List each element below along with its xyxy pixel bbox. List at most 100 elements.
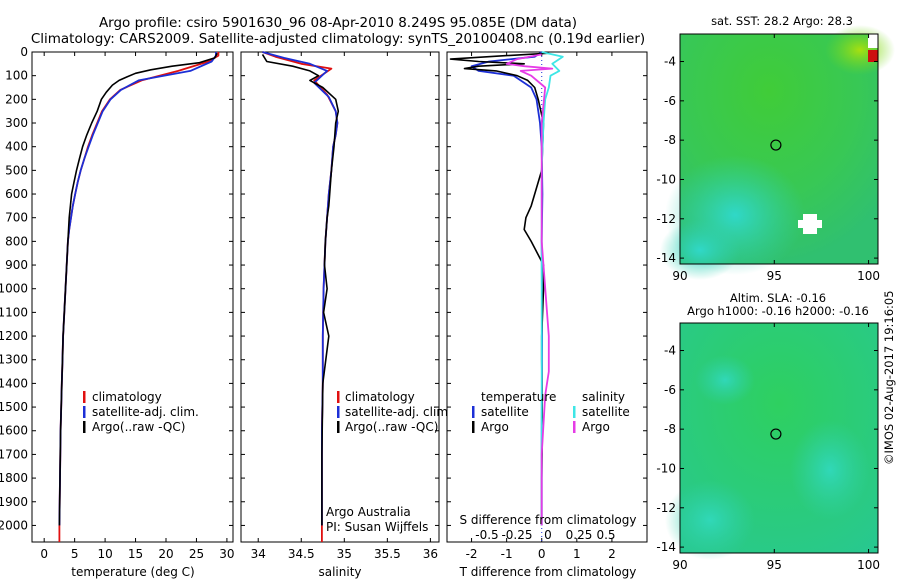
legend-climatology: climatology	[92, 390, 162, 404]
x-tick-label: -1	[501, 547, 513, 561]
depth-tick-label: 1800	[0, 471, 28, 485]
sst-map-panel: sat. SST: 28.2 Argo: 28.3 -4 -6 -8 -10 -12 -1…	[656, 14, 895, 283]
s-tick-label: 0.25	[566, 528, 593, 542]
legend-satellite-swatch	[83, 406, 86, 418]
sst-hot-spot	[868, 50, 878, 62]
figure-title-line1: Argo profile: csiro 5901630_96 08-Apr-20…	[99, 15, 577, 31]
temperature-panel: 0100200300400500600700800900100011001200…	[0, 45, 235, 579]
depth-tick-label: 900	[5, 258, 28, 272]
depth-tick-label: 1300	[0, 353, 28, 367]
lat-tick-label: -14	[656, 540, 676, 554]
legend-climatology-swatch	[337, 391, 340, 403]
depth-tick-label: 500	[5, 163, 28, 177]
x-tick-label: 35.5	[374, 547, 401, 561]
depth-tick-label: 100	[5, 69, 28, 83]
sst-map-title: sat. SST: 28.2 Argo: 28.3	[711, 14, 853, 28]
legend-t-satellite-swatch	[472, 406, 475, 418]
s-tick-label: 0.5	[596, 528, 615, 542]
s-difference-ticklabels: -0.5 -0.25 0 0.25 0.5	[475, 528, 615, 542]
legend-argo: Argo(..raw -QC)	[92, 420, 185, 434]
legend-s-argo-swatch	[573, 421, 576, 433]
x-tick-label: 0	[40, 547, 48, 561]
depth-tick-label: 600	[5, 187, 28, 201]
x-tick-label: 36	[423, 547, 438, 561]
x-tick-label: 15	[128, 547, 143, 561]
depth-tick-label: 1100	[0, 305, 28, 319]
lat-tick-label: -12	[656, 212, 676, 226]
depth-tick-label: 0	[20, 45, 28, 59]
lon-tick-label: 100	[857, 558, 880, 572]
depth-tick-label: 1900	[0, 495, 28, 509]
temperature-plot-area	[31, 51, 234, 543]
x-tick-label: -2	[466, 547, 478, 561]
sla-region	[695, 355, 755, 405]
depth-tick-label: 300	[5, 116, 28, 130]
x-tick-label: 5	[71, 547, 79, 561]
x-tick-label: 35	[337, 547, 352, 561]
s-tick-label: -0.5	[475, 528, 498, 542]
difference-legend: temperature salinity satellite Argo sate…	[472, 390, 630, 434]
difference-plot-area	[446, 51, 648, 543]
sst-map-frame	[679, 33, 879, 265]
sla-map-frame	[679, 322, 879, 554]
depth-tick-label: 200	[5, 92, 28, 106]
lat-tick-label: -4	[664, 55, 676, 69]
difference-panel: -2 -1 0 1 2 S difference from climatology -0…	[446, 51, 648, 579]
lat-tick-label: -8	[664, 133, 676, 147]
sla-region	[790, 420, 870, 520]
legend-t-argo: Argo	[481, 420, 509, 434]
s-tick-label: -0.25	[501, 528, 532, 542]
annotation-pi: PI: Susan Wijffels	[326, 520, 428, 534]
salinity-plot-area	[240, 51, 440, 543]
legend-satellite-swatch	[337, 406, 340, 418]
lon-tick-label: 90	[672, 558, 687, 572]
x-tick-label: 30	[219, 547, 234, 561]
lat-tick-label: -8	[664, 422, 676, 436]
legend-salinity-title: salinity	[582, 390, 625, 404]
salinity-x-axis: 34 34.5 35 35.5 36	[251, 52, 438, 561]
depth-tick-label: 1700	[0, 447, 28, 461]
x-tick-label: 34	[251, 547, 266, 561]
lat-tick-label: -6	[664, 383, 676, 397]
depth-tick-label: 1500	[0, 400, 28, 414]
argo-position-marker	[770, 139, 782, 151]
figure-title-line2: Climatology: CARS2009. Satellite-adjuste…	[31, 31, 645, 47]
t-difference-x-axis: -2 -1 0 1 2	[466, 52, 616, 561]
sla-map-panel: Altim. SLA: -0.16 Argo h1000: -0.16 h200…	[656, 291, 880, 572]
depth-tick-label: 1000	[0, 282, 28, 296]
sst-warm-region	[825, 25, 895, 75]
salinity-xlabel: salinity	[318, 565, 361, 579]
annotation-argo-australia: Argo Australia	[326, 505, 411, 519]
series-salinity-satellite	[540, 51, 564, 526]
t-difference-xlabel: T difference from climatology	[459, 565, 637, 579]
depth-tick-label: 700	[5, 211, 28, 225]
lon-tick-label: 95	[767, 558, 782, 572]
salinity-legend: climatology satellite-adj. clim. Argo(..…	[337, 390, 452, 434]
x-tick-label: 0	[538, 547, 546, 561]
x-tick-label: 25	[189, 547, 204, 561]
lon-tick-label: 100	[857, 269, 880, 283]
series-argo-raw-qc-	[58, 52, 218, 526]
legend-climatology-swatch	[83, 391, 86, 403]
legend-t-argo-swatch	[472, 421, 475, 433]
legend-argo-swatch	[337, 421, 340, 433]
depth-axis: 0 100 200 300 400 500 600 700 800 900 1000 1100 1200…	[0, 45, 233, 532]
sla-region	[665, 480, 755, 560]
salinity-panel: 34 34.5 35 35.5 36 salinity climatology sate…	[240, 51, 452, 579]
copyright-stamp: ©IMOS 02-Aug-2017 19:16:05	[882, 290, 896, 465]
depth-tick-label: 400	[5, 140, 28, 154]
series-argo-raw-qc-	[261, 53, 340, 526]
x-tick-label: 2	[608, 547, 616, 561]
lat-tick-label: -12	[656, 501, 676, 515]
x-tick-label: 1	[573, 547, 581, 561]
depth-tick-label: 800	[5, 234, 28, 248]
legend-t-satellite: satellite	[481, 405, 529, 419]
legend-satellite: satellite-adj. clim.	[92, 405, 199, 419]
legend-climatology: climatology	[345, 390, 415, 404]
legend-argo-swatch	[83, 421, 86, 433]
depth-tick-label: 1600	[0, 424, 28, 438]
legend-satellite: satellite-adj. clim.	[345, 405, 452, 419]
lon-tick-label: 90	[672, 269, 687, 283]
sla-map-title-line1: Altim. SLA: -0.16	[730, 291, 826, 305]
legend-s-satellite-swatch	[573, 406, 576, 418]
